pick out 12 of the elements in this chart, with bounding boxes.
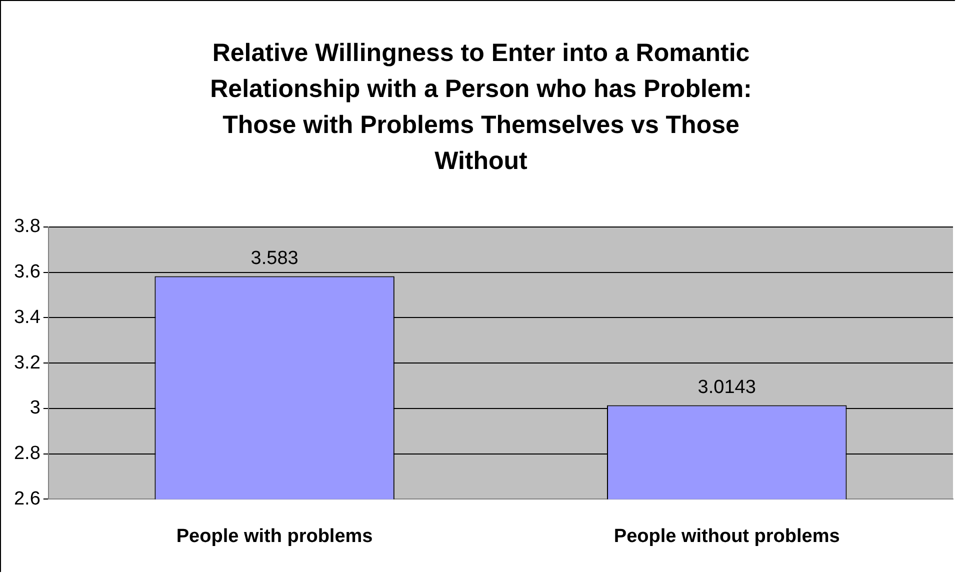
chart-title: Relative Willingness to Enter into a Romantic Relationship with a Person who has Problem: Those with Problems Themselves vs Those Without <box>209 38 753 177</box>
y-tick-label: 3.4 <box>14 306 41 328</box>
y-tick-label: 3.6 <box>14 262 40 283</box>
data-label: 3.583 <box>250 248 298 269</box>
y-tick-label: 3.2 <box>14 352 40 374</box>
y-tick-label: 3.8 <box>14 216 40 238</box>
y-tick-label: 2.8 <box>14 443 40 464</box>
y-tick-label: 2.6 <box>14 488 40 510</box>
x-tick-label: People without problems <box>614 526 840 547</box>
x-tick-label: People with problems <box>176 526 373 547</box>
y-tick-label: 3 <box>30 398 40 419</box>
data-label: 3.0143 <box>698 376 756 398</box>
